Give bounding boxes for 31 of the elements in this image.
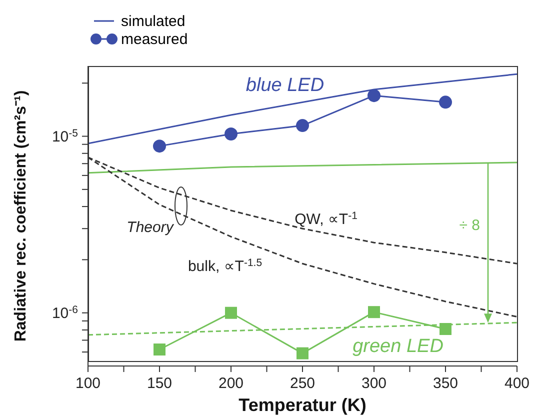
- x-tick-label: 150: [146, 375, 172, 392]
- line-series: [88, 162, 517, 174]
- point: [439, 96, 452, 109]
- point: [153, 140, 166, 153]
- x-tick-label: 100: [75, 375, 101, 392]
- point: [368, 89, 380, 102]
- annotation: blue LED: [246, 75, 324, 96]
- annotation: ÷ 8: [459, 217, 480, 234]
- y-tick-label: 10$^{-5}$: [52, 127, 78, 146]
- point: [296, 119, 309, 132]
- y-axis-title: Radiative rec. coefficient (cm²s⁻¹): [12, 90, 30, 342]
- annotation: bulk, ∝T$^{-1.5}$: [188, 257, 262, 275]
- point: [440, 323, 452, 336]
- annotation: green LED: [352, 336, 444, 357]
- point: [296, 347, 308, 360]
- legend-label: simulated: [121, 12, 186, 30]
- x-tick-label: 400: [504, 375, 530, 392]
- point: [224, 128, 238, 140]
- x-tick-label: 300: [361, 375, 387, 392]
- x-axis-title: Temperatur (K): [238, 395, 366, 415]
- x-tick-label: 200: [218, 375, 244, 392]
- point: [154, 344, 166, 356]
- annotation: QW, ∝T$^{-1}$: [294, 210, 358, 228]
- line-series: [88, 73, 517, 144]
- point: [225, 306, 237, 319]
- point: [368, 306, 380, 318]
- x-tick-label: 250: [290, 375, 316, 392]
- y-tick-label: 10$^{-6}$: [52, 304, 78, 322]
- legend-label: measured: [121, 30, 188, 48]
- x-tick-label: 350: [432, 375, 458, 392]
- annotation: Theory: [126, 219, 175, 236]
